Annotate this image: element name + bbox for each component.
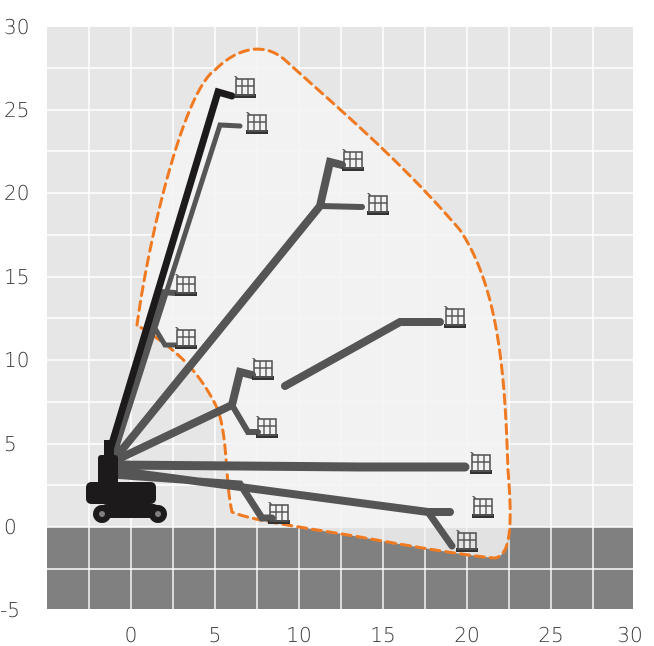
x-tick-label: 30 bbox=[617, 623, 642, 646]
working-envelope-outline bbox=[135, 47, 512, 560]
boom-downward-below-ground bbox=[424, 508, 456, 550]
boom-positions bbox=[107, 122, 470, 550]
boom-upper-right bbox=[108, 157, 346, 466]
x-tick-label: 20 bbox=[454, 623, 479, 646]
y-tick-label: 10 bbox=[4, 348, 29, 372]
boom-low-articulated-2 bbox=[229, 402, 261, 435]
y-tick-label: 20 bbox=[4, 181, 29, 205]
x-tick-label: 25 bbox=[538, 623, 563, 646]
y-axis-ticks: 30 25 20 15 10 5 0 -5 bbox=[0, 15, 29, 622]
y-tick-label: 0 bbox=[4, 515, 17, 539]
boom-mid-right bbox=[281, 318, 444, 390]
boom-lift-machine bbox=[86, 440, 167, 523]
y-tick-label: -5 bbox=[0, 598, 20, 622]
y-tick-label: 5 bbox=[4, 432, 17, 456]
y-tick-label: 25 bbox=[4, 98, 29, 122]
x-tick-label: 10 bbox=[286, 623, 311, 646]
boom-horizontal bbox=[107, 460, 470, 472]
boom-lower-mid bbox=[109, 122, 243, 465]
x-tick-label: 15 bbox=[370, 623, 395, 646]
boom-upper-right-lowered bbox=[317, 203, 365, 210]
boom-low-articulated bbox=[108, 367, 256, 466]
main-boom-raised bbox=[100, 87, 236, 474]
x-tick-label: 0 bbox=[125, 623, 138, 646]
working-envelope-fill bbox=[137, 49, 511, 558]
x-axis-ticks: 0 5 10 15 20 25 30 bbox=[125, 623, 643, 646]
y-tick-label: 15 bbox=[4, 265, 29, 289]
y-tick-label: 30 bbox=[4, 15, 29, 39]
x-tick-label: 5 bbox=[209, 623, 222, 646]
boom-short-down bbox=[108, 471, 276, 522]
ground-area bbox=[47, 527, 633, 609]
